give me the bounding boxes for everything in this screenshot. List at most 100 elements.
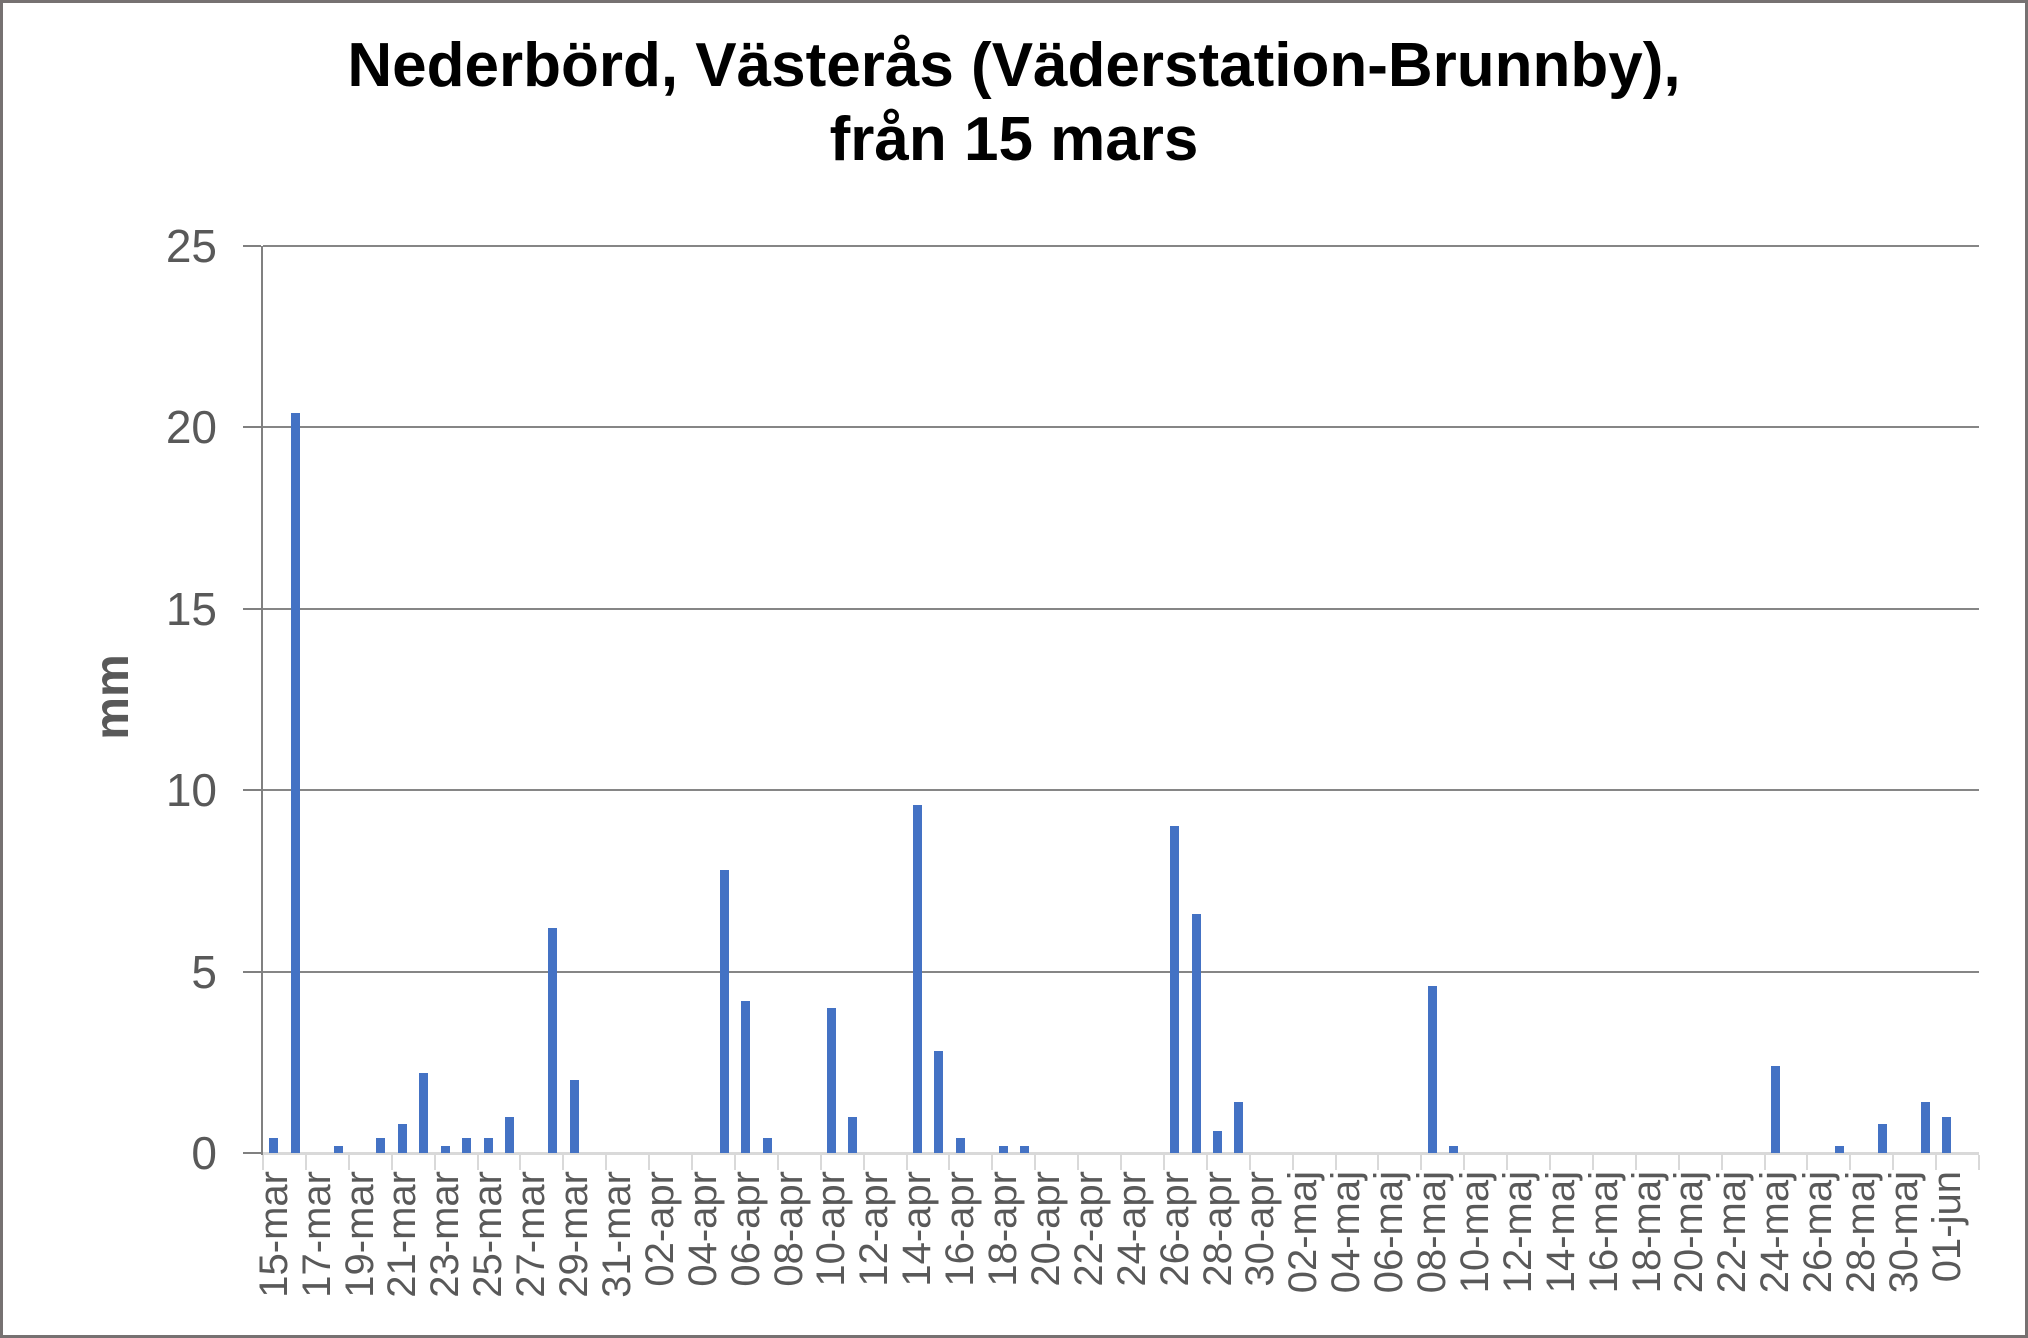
x-axis-tick [819, 1155, 822, 1170]
x-tick-label: 30-maj [1881, 1171, 1926, 1294]
x-axis-tick [304, 1155, 307, 1170]
x-tick-label: 31-mar [594, 1171, 639, 1298]
x-axis-tick [1291, 1155, 1294, 1170]
x-tick-label: 18-maj [1624, 1171, 1669, 1294]
x-tick-label: 06-maj [1367, 1171, 1412, 1294]
chart-title: Nederbörd, Västerås (Väderstation-Brunnb… [3, 29, 2025, 177]
bar [548, 928, 558, 1153]
x-tick-label: 24-apr [1109, 1171, 1154, 1287]
x-tick-label: 30-apr [1238, 1171, 1283, 1287]
x-tick-label: 23-mar [423, 1171, 468, 1298]
x-axis-tick [1549, 1155, 1551, 1170]
x-axis-tick [476, 1155, 479, 1170]
y-axis-tick [243, 1152, 261, 1154]
x-tick-label: 15-mar [251, 1171, 296, 1298]
x-axis-tick [1978, 1155, 1980, 1170]
x-tick-label: 16-apr [938, 1171, 983, 1287]
bar [397, 1123, 407, 1153]
x-tick-label: 29-mar [552, 1171, 597, 1298]
x-axis-tick [776, 1155, 779, 1170]
x-axis-tick [1334, 1155, 1337, 1170]
x-axis-tick [390, 1155, 393, 1170]
y-axis-tick [243, 245, 261, 247]
gridline [263, 607, 1979, 610]
x-tick-label: 02-maj [1281, 1171, 1326, 1294]
x-axis-tick [1763, 1155, 1766, 1170]
x-tick-label: 12-apr [852, 1171, 897, 1287]
y-axis-title: mm [86, 654, 139, 740]
x-axis-tick [862, 1155, 865, 1170]
x-axis-tick [1591, 1155, 1594, 1170]
y-tick-label: 0 [191, 1127, 217, 1179]
y-tick-label: 25 [165, 220, 217, 272]
x-axis-tick [605, 1155, 608, 1170]
gridline [263, 245, 1979, 247]
x-tick-label: 08-apr [766, 1171, 811, 1287]
x-axis-tick [1077, 1155, 1080, 1170]
bar [1019, 1145, 1029, 1153]
gridline [263, 789, 1979, 792]
x-axis-tick [1720, 1155, 1723, 1170]
x-axis-tick [519, 1155, 522, 1170]
x-tick-label: 10-apr [809, 1171, 854, 1287]
x-tick-label: 14-maj [1538, 1171, 1583, 1294]
x-axis-tick [1935, 1155, 1938, 1170]
chart-title-line1: Nederbörd, Västerås (Väderstation-Brunnb… [347, 31, 1681, 100]
y-tick-label: 20 [165, 401, 217, 454]
bar [1877, 1123, 1887, 1153]
bar [333, 1145, 343, 1153]
x-tick-label: 12-maj [1495, 1171, 1540, 1294]
bar [569, 1080, 579, 1153]
x-tick-label: 18-apr [981, 1171, 1026, 1287]
x-axis-tick [1420, 1155, 1423, 1170]
x-tick-label: 26-apr [1152, 1171, 1197, 1287]
gridline [263, 426, 1979, 429]
bar [1427, 986, 1437, 1153]
bar [269, 1138, 279, 1153]
x-axis-tick [1205, 1155, 1208, 1170]
bar [998, 1145, 1008, 1153]
x-axis-tick [1120, 1155, 1122, 1170]
x-axis-tick [1377, 1155, 1380, 1170]
x-tick-label: 08-maj [1410, 1171, 1455, 1294]
bar [1770, 1065, 1780, 1153]
x-axis-tick [1034, 1155, 1037, 1170]
bar [462, 1138, 472, 1153]
x-tick-label: 01-jun [1924, 1171, 1969, 1283]
y-axis-line [261, 246, 263, 1155]
bar [419, 1073, 429, 1153]
bar [848, 1116, 858, 1153]
bar [505, 1116, 515, 1153]
x-axis-tick [1677, 1155, 1680, 1170]
bar [955, 1138, 965, 1153]
x-axis-tick [1634, 1155, 1637, 1170]
x-tick-label: 10-maj [1452, 1171, 1497, 1294]
x-axis-tick [948, 1155, 951, 1170]
y-tick-label: 5 [191, 945, 217, 998]
y-axis-tick [243, 426, 261, 429]
x-tick-label: 28-apr [1195, 1171, 1240, 1287]
x-tick-label: 20-maj [1667, 1171, 1712, 1294]
x-axis-tick [648, 1155, 651, 1170]
x-tick-label: 16-maj [1581, 1171, 1626, 1294]
x-tick-label: 17-mar [294, 1171, 339, 1298]
x-axis-tick [991, 1155, 994, 1170]
bar [934, 1051, 944, 1153]
bar [1835, 1145, 1845, 1153]
x-tick-label: 20-apr [1023, 1171, 1068, 1287]
x-axis-line [263, 1152, 1979, 1155]
x-tick-label: 26-maj [1796, 1171, 1841, 1294]
x-axis-tick [1806, 1155, 1809, 1170]
x-axis-tick [562, 1155, 565, 1170]
x-tick-label: 14-apr [895, 1171, 940, 1287]
x-axis-tick [1849, 1155, 1852, 1170]
x-tick-label: 06-apr [723, 1171, 768, 1287]
bar [1448, 1145, 1458, 1153]
x-tick-label: 19-mar [337, 1171, 382, 1298]
bar [1920, 1102, 1930, 1153]
bar [1170, 826, 1180, 1153]
y-axis-tick [243, 607, 261, 610]
x-tick-label: 22-maj [1710, 1171, 1755, 1294]
bar [719, 870, 729, 1153]
